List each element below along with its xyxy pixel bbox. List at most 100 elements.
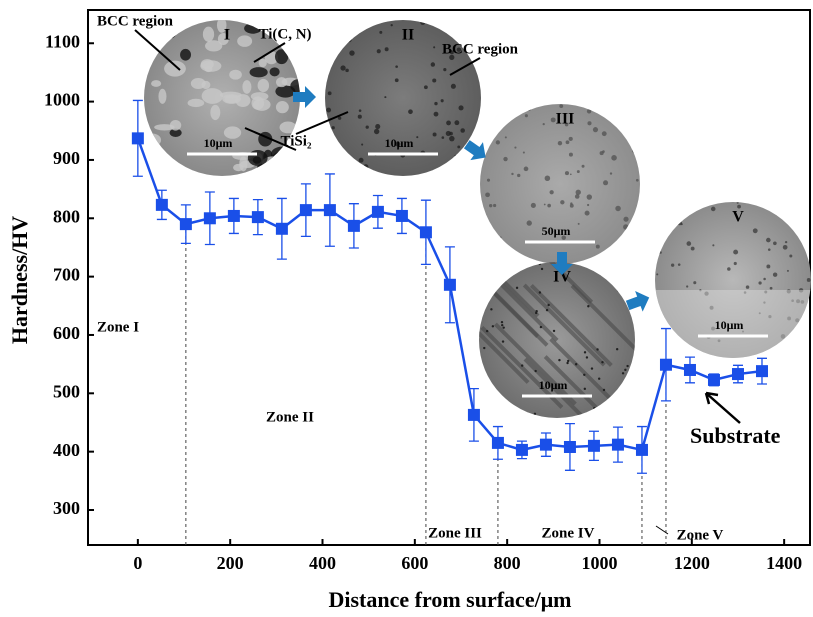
pore bbox=[434, 112, 439, 117]
pore bbox=[358, 115, 362, 119]
pore bbox=[587, 305, 589, 307]
pore bbox=[658, 325, 662, 329]
pore bbox=[686, 285, 688, 287]
pore bbox=[656, 221, 659, 224]
pore bbox=[587, 194, 592, 199]
scale-label: 50μm bbox=[542, 224, 571, 238]
pore bbox=[613, 116, 616, 119]
pore bbox=[523, 151, 525, 153]
grain bbox=[204, 66, 212, 72]
pore bbox=[687, 241, 692, 246]
pore bbox=[615, 206, 621, 212]
pore bbox=[567, 360, 569, 362]
pore bbox=[541, 268, 543, 270]
pore bbox=[441, 99, 444, 102]
y-tick-label: 300 bbox=[53, 498, 80, 518]
pore bbox=[737, 202, 739, 204]
data-point bbox=[348, 220, 360, 232]
pore bbox=[687, 191, 690, 194]
pore bbox=[460, 154, 464, 158]
y-tick-label: 900 bbox=[53, 148, 80, 168]
data-point bbox=[516, 444, 528, 456]
pore bbox=[495, 130, 497, 132]
pore bbox=[375, 124, 380, 129]
data-point bbox=[204, 212, 216, 224]
y-tick-label: 600 bbox=[53, 323, 80, 343]
pore bbox=[527, 220, 532, 225]
pore bbox=[550, 190, 554, 194]
pore bbox=[346, 37, 351, 42]
data-point bbox=[180, 218, 192, 230]
pore bbox=[766, 264, 770, 268]
pore bbox=[622, 372, 624, 374]
pore bbox=[361, 144, 363, 146]
pore bbox=[585, 211, 590, 216]
pore bbox=[635, 237, 639, 241]
inset-note: Ti(C, N) bbox=[258, 26, 311, 42]
pore bbox=[416, 136, 418, 138]
pore bbox=[531, 203, 536, 208]
pore bbox=[785, 191, 790, 196]
substrate-label: Substrate bbox=[690, 423, 781, 448]
pore bbox=[457, 145, 460, 148]
y-tick-label: 400 bbox=[53, 440, 80, 460]
pore bbox=[328, 91, 332, 95]
grain bbox=[165, 165, 181, 178]
pore bbox=[377, 49, 381, 53]
scale-label: 10μm bbox=[385, 136, 414, 150]
pore bbox=[661, 227, 665, 231]
pore bbox=[359, 158, 364, 163]
pore bbox=[544, 204, 546, 206]
pore bbox=[326, 125, 331, 130]
data-point bbox=[444, 279, 456, 291]
pore bbox=[363, 164, 368, 169]
pore bbox=[534, 370, 536, 372]
data-point bbox=[492, 437, 504, 449]
pore bbox=[727, 267, 731, 271]
grain bbox=[265, 164, 275, 179]
x-tick-label: 800 bbox=[494, 553, 521, 573]
pore bbox=[787, 270, 789, 272]
x-tick-label: 1400 bbox=[766, 553, 802, 573]
pore bbox=[489, 204, 492, 207]
pore bbox=[603, 389, 605, 391]
pore bbox=[539, 291, 541, 293]
grain bbox=[237, 35, 252, 47]
pore bbox=[558, 141, 562, 145]
pore bbox=[330, 55, 332, 57]
pore bbox=[349, 28, 354, 33]
pore bbox=[493, 204, 496, 207]
pore bbox=[678, 221, 683, 226]
pore bbox=[539, 263, 541, 265]
pore bbox=[763, 278, 766, 281]
grain bbox=[259, 59, 267, 67]
pore bbox=[773, 241, 777, 245]
inset-note: BCC region bbox=[442, 41, 519, 57]
pore bbox=[632, 148, 638, 154]
pore bbox=[490, 308, 492, 310]
pore bbox=[802, 192, 804, 194]
pore bbox=[524, 167, 529, 172]
pore bbox=[324, 39, 327, 42]
pore bbox=[479, 307, 481, 309]
y-tick-label: 1000 bbox=[44, 90, 80, 110]
x-axis-title: Distance from surface/μm bbox=[329, 587, 572, 612]
zone-label: Zone II bbox=[266, 409, 314, 425]
grain bbox=[151, 80, 161, 87]
micrograph-bg bbox=[480, 104, 640, 264]
inset-label: I bbox=[224, 27, 230, 44]
pore bbox=[795, 223, 799, 227]
y-tick-label: 500 bbox=[53, 381, 80, 401]
pore bbox=[384, 96, 386, 98]
pore bbox=[473, 28, 475, 30]
pore bbox=[623, 217, 628, 222]
pore bbox=[491, 278, 493, 280]
pore bbox=[527, 106, 532, 111]
pore bbox=[598, 378, 600, 380]
pore bbox=[575, 194, 580, 199]
pore bbox=[553, 330, 555, 332]
pore bbox=[807, 278, 811, 282]
pore bbox=[517, 174, 520, 177]
grain bbox=[188, 99, 205, 107]
data-point bbox=[612, 439, 624, 451]
